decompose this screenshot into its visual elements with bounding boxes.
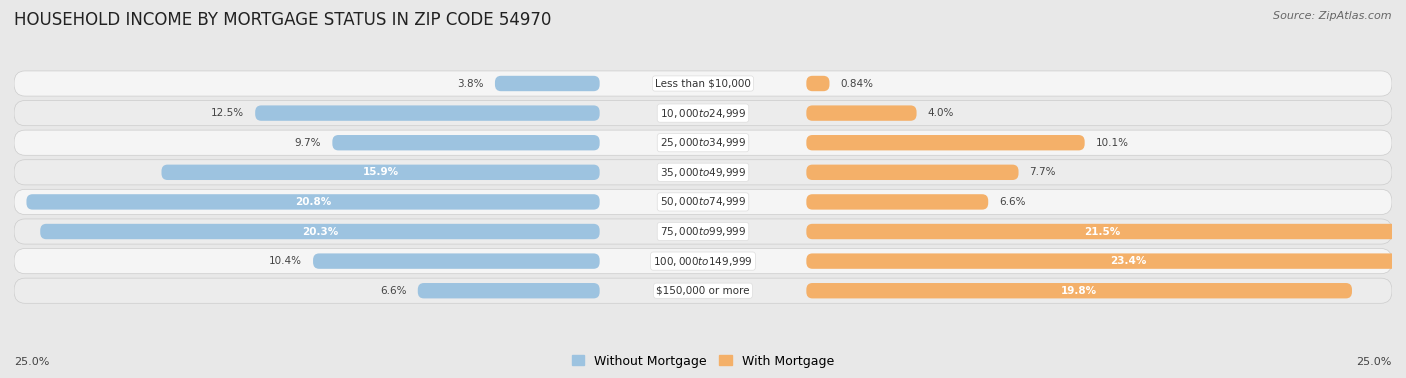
Text: 21.5%: 21.5%: [1084, 226, 1121, 237]
Text: HOUSEHOLD INCOME BY MORTGAGE STATUS IN ZIP CODE 54970: HOUSEHOLD INCOME BY MORTGAGE STATUS IN Z…: [14, 11, 551, 29]
FancyBboxPatch shape: [807, 135, 1084, 150]
Text: Source: ZipAtlas.com: Source: ZipAtlas.com: [1274, 11, 1392, 21]
FancyBboxPatch shape: [332, 135, 599, 150]
Text: 9.7%: 9.7%: [295, 138, 322, 148]
Text: $100,000 to $149,999: $100,000 to $149,999: [654, 255, 752, 268]
Text: $150,000 or more: $150,000 or more: [657, 286, 749, 296]
Text: 10.1%: 10.1%: [1095, 138, 1129, 148]
FancyBboxPatch shape: [254, 105, 599, 121]
FancyBboxPatch shape: [807, 164, 1018, 180]
Text: 15.9%: 15.9%: [363, 167, 399, 177]
FancyBboxPatch shape: [807, 283, 1353, 298]
Text: $10,000 to $24,999: $10,000 to $24,999: [659, 107, 747, 119]
Text: $75,000 to $99,999: $75,000 to $99,999: [659, 225, 747, 238]
Text: 23.4%: 23.4%: [1111, 256, 1147, 266]
FancyBboxPatch shape: [495, 76, 599, 91]
Text: $25,000 to $34,999: $25,000 to $34,999: [659, 136, 747, 149]
FancyBboxPatch shape: [162, 164, 599, 180]
FancyBboxPatch shape: [314, 253, 599, 269]
FancyBboxPatch shape: [807, 194, 988, 210]
FancyBboxPatch shape: [14, 71, 1392, 96]
Text: 20.8%: 20.8%: [295, 197, 332, 207]
Text: 12.5%: 12.5%: [211, 108, 245, 118]
Text: 25.0%: 25.0%: [14, 357, 49, 367]
Text: 3.8%: 3.8%: [457, 79, 484, 88]
Text: 0.84%: 0.84%: [841, 79, 873, 88]
Text: 10.4%: 10.4%: [269, 256, 302, 266]
Text: 6.6%: 6.6%: [380, 286, 406, 296]
FancyBboxPatch shape: [14, 101, 1392, 125]
Legend: Without Mortgage, With Mortgage: Without Mortgage, With Mortgage: [567, 350, 839, 372]
Text: $35,000 to $49,999: $35,000 to $49,999: [659, 166, 747, 179]
FancyBboxPatch shape: [807, 105, 917, 121]
Text: Less than $10,000: Less than $10,000: [655, 79, 751, 88]
Text: 20.3%: 20.3%: [302, 226, 337, 237]
Text: 4.0%: 4.0%: [928, 108, 953, 118]
FancyBboxPatch shape: [807, 224, 1399, 239]
FancyBboxPatch shape: [14, 278, 1392, 303]
Text: 6.6%: 6.6%: [1000, 197, 1026, 207]
FancyBboxPatch shape: [14, 189, 1392, 214]
FancyBboxPatch shape: [27, 194, 599, 210]
FancyBboxPatch shape: [807, 76, 830, 91]
FancyBboxPatch shape: [807, 253, 1406, 269]
FancyBboxPatch shape: [14, 249, 1392, 274]
Text: 7.7%: 7.7%: [1029, 167, 1056, 177]
FancyBboxPatch shape: [418, 283, 599, 298]
FancyBboxPatch shape: [14, 160, 1392, 185]
Text: 25.0%: 25.0%: [1357, 357, 1392, 367]
FancyBboxPatch shape: [14, 130, 1392, 155]
FancyBboxPatch shape: [41, 224, 599, 239]
Text: $50,000 to $74,999: $50,000 to $74,999: [659, 195, 747, 208]
FancyBboxPatch shape: [14, 219, 1392, 244]
Text: 19.8%: 19.8%: [1062, 286, 1097, 296]
